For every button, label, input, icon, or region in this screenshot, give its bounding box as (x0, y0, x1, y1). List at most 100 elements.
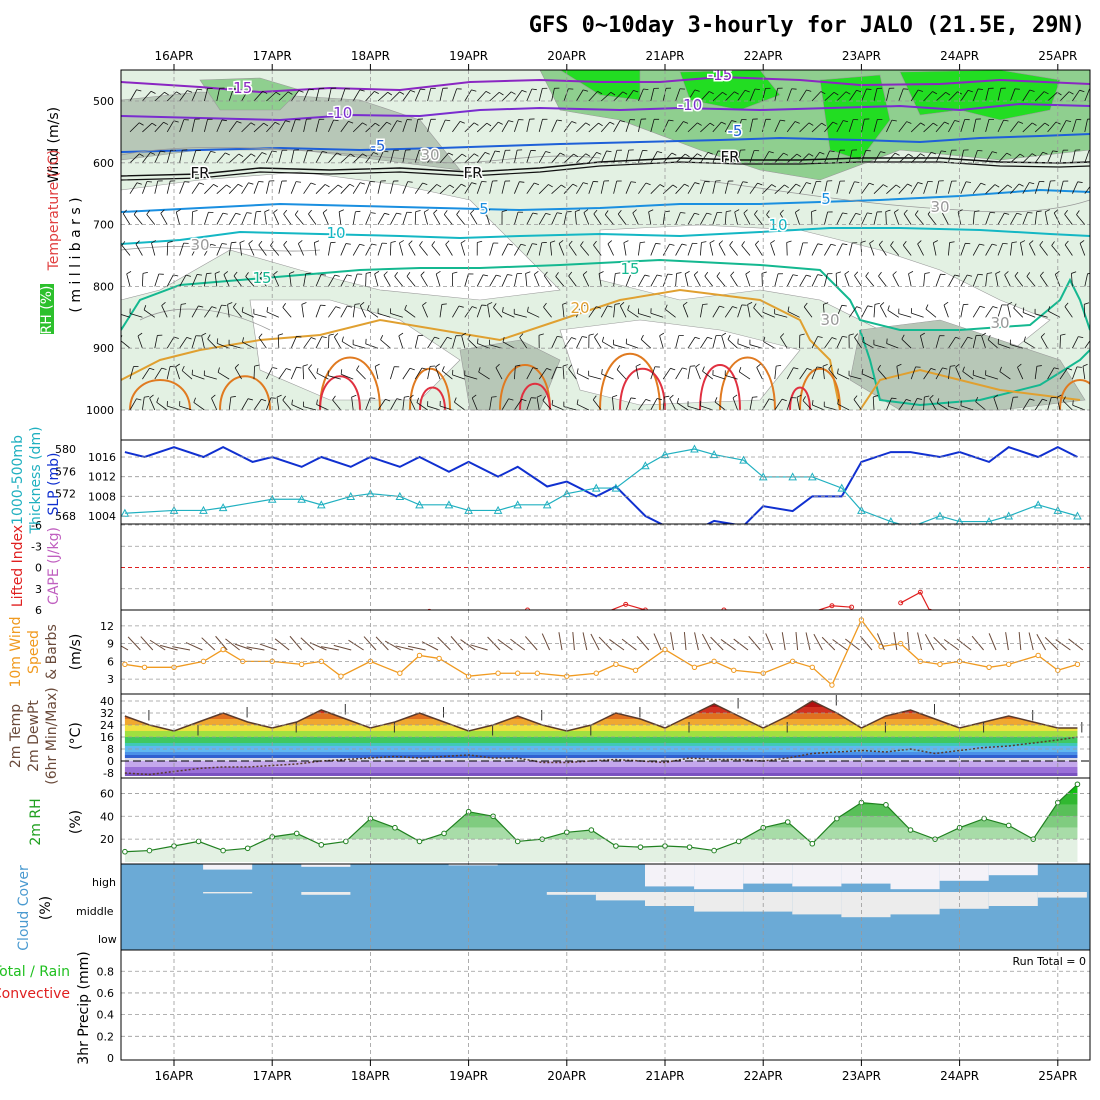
wind-barb (367, 309, 379, 318)
rh2m-point (981, 815, 987, 822)
wind-barb-flag (334, 274, 340, 277)
wind-barb-flag (538, 333, 544, 336)
wind-barb-flag (445, 240, 450, 245)
wind-barb (724, 120, 732, 133)
wind-barb (638, 313, 651, 318)
wind-barb-flag (561, 184, 566, 189)
wind-barb (253, 399, 262, 411)
wind-barb (960, 274, 968, 287)
wind-barb-flag (193, 397, 196, 403)
wind-barb (390, 120, 398, 133)
wind-barb (662, 243, 670, 256)
wind-barb-flag (645, 182, 651, 186)
wind-barb-flag (362, 122, 367, 126)
rh2m-point (195, 838, 202, 845)
wind-barb (1047, 397, 1052, 411)
wind-barb (981, 335, 986, 349)
rh-dry-zone (559, 319, 801, 406)
wind10-point (593, 670, 599, 676)
cloud-clear-block (939, 892, 989, 909)
lifted-index-point (683, 617, 687, 621)
wind-barb-flag (121, 335, 123, 339)
wind-barb (1010, 88, 1016, 102)
wind-barb-flag (367, 304, 370, 310)
wind-barb (576, 372, 589, 380)
wind-barb-flag (207, 334, 211, 340)
wind-barb (308, 213, 317, 225)
cloud-cover-label: Cloud Cover (16, 865, 32, 951)
wind-barb-flag (151, 240, 157, 244)
contour-label: -5 (728, 122, 743, 140)
wind-barb-flag (334, 333, 339, 338)
wind-barb-flag (924, 272, 930, 274)
wind-barb-flag (384, 212, 390, 215)
wind-barb-flag (301, 302, 307, 305)
wind-barb-flag (806, 89, 812, 92)
wind-barb-flag (1031, 153, 1037, 157)
wind-barb-flag (757, 182, 763, 186)
wind-barb-flag (962, 366, 965, 372)
contour-5 (121, 188, 1090, 213)
wind-barb (514, 366, 516, 380)
wind-barb-flag (386, 121, 392, 125)
wind-barb (216, 212, 224, 225)
wind-barb (427, 119, 432, 132)
wind-barb (142, 273, 144, 287)
wind-barb (216, 184, 227, 194)
temp-band (124, 752, 1078, 755)
wind-barb (290, 119, 296, 133)
wind10-barb (590, 633, 600, 651)
wind-barb-flag (345, 243, 351, 245)
cloud-clear-block (792, 892, 842, 915)
wind-barb-flag (684, 183, 689, 187)
wind-barb (377, 121, 387, 133)
wind-barb (352, 153, 363, 164)
wind-barb-flag (176, 91, 181, 95)
wind-barb-flag (247, 398, 253, 401)
wind-barb (669, 398, 676, 411)
wind-barb (774, 184, 785, 194)
wind-barb-flag (817, 336, 823, 338)
rh2m-point (588, 827, 595, 833)
y-tick-label: 20 (100, 833, 114, 846)
wind-barb (799, 89, 807, 102)
wind-barb-flag (841, 304, 847, 307)
wind-barb (154, 180, 159, 194)
wind-barb (433, 213, 441, 225)
wind-barb (774, 152, 784, 164)
wind-barb (365, 343, 379, 349)
wind-barb-flag (892, 271, 897, 276)
wind-barb (927, 214, 937, 225)
wind-barb (501, 120, 509, 133)
wind-barb-flag (854, 333, 859, 338)
wind-barb (873, 151, 881, 164)
wind-barb (551, 88, 555, 102)
contour-25 (799, 367, 841, 411)
wind-barb (233, 307, 242, 318)
wind-barb-flag (862, 336, 865, 343)
wind10-barb (893, 632, 898, 651)
wind10-barb (670, 632, 675, 651)
wind-barb (638, 242, 641, 256)
wind-barb-flag (854, 271, 859, 276)
wind-barb-flag (823, 302, 829, 305)
wind-barb (352, 304, 356, 318)
wind-barb (638, 119, 642, 132)
wind-barb-flag (869, 182, 874, 186)
thickness-marker (690, 444, 699, 453)
wind-barb (179, 181, 185, 194)
wind-barb (687, 89, 696, 102)
wind-barb-flag (226, 184, 231, 189)
wind-barb (960, 336, 969, 349)
wind-barb-flag (609, 121, 615, 125)
wind-barb-flag (276, 394, 282, 398)
wind-barb-flag (454, 397, 457, 403)
wind-barb (704, 275, 714, 287)
wind-barb-flag (302, 364, 308, 367)
temp2m-label-a: 2m Temp (8, 704, 24, 768)
wind-barb (574, 211, 577, 225)
wind-barb-flag (494, 150, 500, 153)
wind-barb (873, 304, 876, 318)
wind-barb (737, 181, 744, 194)
wind-barb (1084, 273, 1088, 287)
